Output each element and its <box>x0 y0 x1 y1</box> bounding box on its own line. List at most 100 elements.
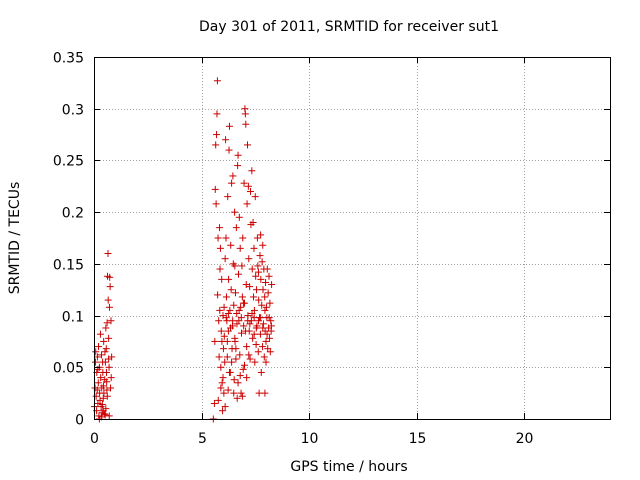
data-point <box>103 378 111 386</box>
data-point <box>236 244 244 252</box>
data-point <box>221 255 229 263</box>
data-point <box>238 392 246 400</box>
data-point <box>107 374 115 382</box>
data-point <box>230 376 238 384</box>
data-point <box>259 343 267 351</box>
data-point <box>210 399 218 407</box>
data-point <box>244 141 252 149</box>
data-point <box>98 401 106 409</box>
data-point <box>104 250 112 258</box>
data-point <box>254 268 262 276</box>
data-point <box>237 389 245 397</box>
data-point <box>224 327 232 335</box>
data-point <box>246 355 254 363</box>
grid-lines <box>94 57 610 419</box>
x-tick-label: 20 <box>516 431 534 447</box>
data-point <box>260 353 268 361</box>
data-point <box>216 244 224 252</box>
data-point <box>259 286 267 294</box>
data-point <box>222 234 230 242</box>
data-point <box>238 293 246 301</box>
data-point <box>227 241 235 249</box>
data-point <box>228 358 236 366</box>
data-point <box>253 234 261 242</box>
data-point <box>250 330 258 338</box>
y-tick-label: 0.15 <box>53 258 84 274</box>
data-point <box>256 252 264 260</box>
data-point <box>257 368 265 376</box>
data-point <box>211 185 219 193</box>
data-point <box>242 327 250 335</box>
data-point <box>265 314 273 322</box>
y-axis-title: SRMTID / TECUs <box>7 182 23 295</box>
data-point <box>231 289 239 297</box>
data-point <box>265 272 273 280</box>
data-point <box>261 389 269 397</box>
data-point <box>219 407 227 415</box>
y-tick-label: 0.25 <box>53 154 84 170</box>
data-point <box>100 410 108 418</box>
data-point <box>229 317 237 325</box>
data-point <box>253 286 261 294</box>
data-point <box>225 122 233 130</box>
data-point <box>100 389 108 397</box>
data-point <box>213 110 221 118</box>
data-point <box>99 394 107 402</box>
data-point <box>246 283 254 291</box>
data-point <box>242 120 250 128</box>
data-point <box>105 334 113 342</box>
data-point <box>101 358 109 366</box>
data-point <box>225 368 233 376</box>
data-point <box>105 412 113 420</box>
data-point <box>248 310 256 318</box>
data-point <box>101 411 109 419</box>
data-point <box>250 293 258 301</box>
data-point <box>235 306 243 314</box>
plot-frame <box>94 57 611 420</box>
data-point <box>261 293 269 301</box>
data-point <box>248 167 256 175</box>
data-point <box>234 379 242 387</box>
data-point <box>103 392 111 400</box>
data-point <box>223 353 231 361</box>
data-point <box>238 262 246 270</box>
data-point <box>92 392 100 400</box>
data-point <box>92 358 100 366</box>
data-point <box>92 348 100 356</box>
data-point <box>262 303 270 311</box>
data-point <box>218 337 226 345</box>
data-point <box>224 386 232 394</box>
data-point <box>234 162 242 170</box>
data-point <box>214 234 222 242</box>
data-point <box>245 351 253 359</box>
tick-labels: 0 5 10 15 20 0 0.05 0.1 0.15 0.2 0.25 0.3 0.35 <box>53 51 534 448</box>
data-point <box>225 146 233 154</box>
data-point <box>99 382 107 390</box>
data-point <box>255 296 263 304</box>
data-point <box>105 355 113 363</box>
data-point <box>244 182 252 190</box>
data-point <box>217 327 225 335</box>
data-point <box>258 258 266 266</box>
data-point <box>245 255 253 263</box>
data-point <box>98 351 106 359</box>
data-point <box>240 322 248 330</box>
data-point <box>250 314 258 322</box>
data-point <box>97 374 105 382</box>
data-point <box>216 306 224 314</box>
x-axis-title: GPS time / hours <box>290 459 407 475</box>
x-tick-label: 10 <box>301 431 319 447</box>
data-point <box>267 322 275 330</box>
data-point <box>212 141 220 149</box>
data-point <box>105 363 113 371</box>
data-point <box>236 372 244 380</box>
data-point <box>96 330 104 338</box>
data-point <box>258 301 266 309</box>
data-point <box>248 265 256 273</box>
data-point <box>213 131 221 139</box>
data-point <box>224 310 232 318</box>
data-point <box>106 283 114 291</box>
data-point <box>243 200 251 208</box>
data-point <box>220 332 228 340</box>
data-point <box>235 213 243 221</box>
